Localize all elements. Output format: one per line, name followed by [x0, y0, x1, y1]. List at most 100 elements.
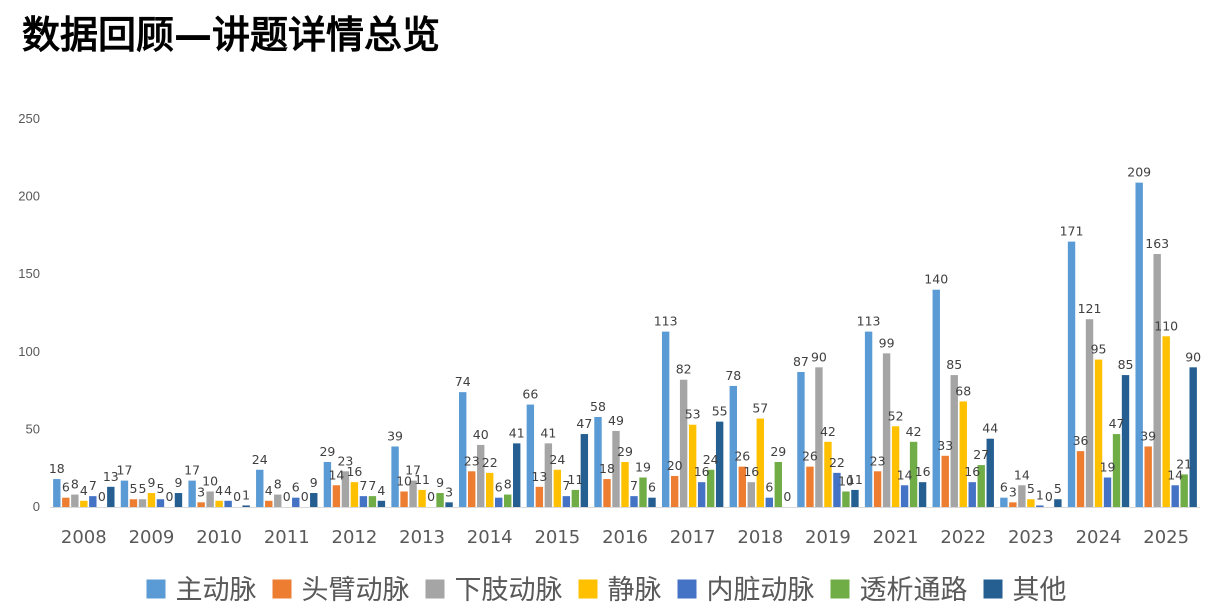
data-label: 16	[915, 464, 931, 479]
bar	[603, 479, 611, 507]
bar	[274, 494, 282, 507]
data-label: 19	[635, 460, 651, 475]
bar	[977, 465, 985, 507]
data-label: 99	[879, 335, 895, 350]
bar	[594, 416, 602, 507]
bar	[400, 491, 408, 507]
bar	[1144, 446, 1152, 507]
data-label: 14	[328, 467, 344, 482]
x-tick-label: 2024	[1076, 527, 1122, 548]
data-label: 21	[1176, 456, 1192, 471]
data-label: 113	[857, 314, 881, 329]
bar	[639, 477, 647, 507]
data-label: 11	[847, 472, 863, 487]
legend-swatch	[146, 579, 166, 599]
bar	[679, 379, 688, 507]
data-label: 49	[608, 413, 624, 428]
data-label: 24	[703, 452, 719, 467]
bar	[513, 443, 521, 507]
data-label: 23	[464, 453, 480, 468]
bar	[71, 494, 79, 507]
data-label: 78	[725, 368, 741, 383]
bar	[215, 500, 223, 507]
x-tick-label: 2009	[129, 527, 175, 548]
x-tick-label: 2015	[534, 527, 580, 548]
legend-item: 透析通路	[830, 575, 968, 606]
data-label: 16	[694, 464, 710, 479]
bar	[197, 502, 205, 507]
chart-legend: 主动脉 头臂动脉 下肢动脉 静脉 内脏动脉 透析通路 其他	[146, 575, 1067, 606]
bar	[409, 480, 417, 507]
data-label: 4	[80, 483, 88, 498]
data-label: 4	[377, 483, 385, 498]
data-label: 40	[473, 427, 489, 442]
data-label: 0	[283, 489, 291, 504]
legend-swatch	[425, 579, 445, 599]
page-title: 数据回顾—讲题详情总览	[22, 13, 441, 57]
data-label: 23	[870, 453, 886, 468]
bar	[815, 367, 823, 507]
bar	[1171, 485, 1179, 507]
data-label: 26	[802, 449, 818, 464]
legend-label: 内脏动脉	[707, 575, 815, 606]
bar	[571, 489, 580, 507]
bar	[648, 497, 656, 507]
bar	[941, 455, 949, 507]
data-label: 66	[522, 387, 538, 402]
bar	[1085, 319, 1094, 507]
data-label: 0	[98, 489, 106, 504]
bar	[486, 472, 494, 507]
data-label: 11	[567, 472, 583, 487]
x-tick-label: 2014	[467, 527, 513, 548]
bar	[292, 497, 300, 507]
x-tick-label: 2012	[332, 527, 378, 548]
x-tick-label: 2021	[873, 527, 919, 548]
bar	[1009, 502, 1017, 507]
data-label: 17	[184, 463, 200, 478]
data-label: 6	[1000, 480, 1008, 495]
data-label: 7	[368, 478, 376, 493]
bar	[1054, 499, 1062, 507]
data-label: 90	[1185, 349, 1201, 364]
bar	[747, 482, 755, 507]
data-label: 6	[495, 480, 503, 495]
data-label: 24	[252, 452, 268, 467]
legend-item: 下肢动脉	[425, 575, 563, 606]
bar	[129, 499, 138, 507]
bar	[62, 497, 70, 507]
legend-item: 头臂动脉	[272, 575, 410, 606]
chart-bars	[53, 182, 1197, 508]
bar	[224, 500, 232, 507]
bar	[1135, 182, 1143, 507]
y-tick-label: 0	[33, 499, 40, 514]
data-label: 121	[1078, 301, 1102, 316]
x-tick-label: 2011	[264, 527, 310, 548]
bar	[310, 493, 318, 507]
bar	[580, 434, 589, 507]
bar	[706, 469, 715, 507]
data-label: 87	[793, 354, 809, 369]
data-label: 9	[147, 475, 155, 490]
bar	[670, 475, 679, 507]
bar	[882, 353, 891, 507]
bar	[242, 505, 250, 507]
data-label: 74	[455, 374, 471, 389]
data-label: 53	[685, 407, 701, 422]
bar	[377, 500, 386, 507]
bar	[535, 486, 544, 507]
data-label: 163	[1145, 236, 1169, 251]
x-tick-label: 2019	[805, 527, 851, 548]
legend-item: 主动脉	[146, 575, 257, 606]
bar	[368, 496, 377, 507]
data-label: 9	[310, 475, 318, 490]
bar	[824, 441, 832, 507]
bar	[900, 485, 909, 507]
bar	[1027, 499, 1035, 507]
data-label: 8	[274, 477, 282, 492]
bar	[477, 444, 485, 507]
bar	[729, 385, 737, 507]
data-label: 26	[734, 449, 750, 464]
data-label: 7	[630, 478, 638, 493]
